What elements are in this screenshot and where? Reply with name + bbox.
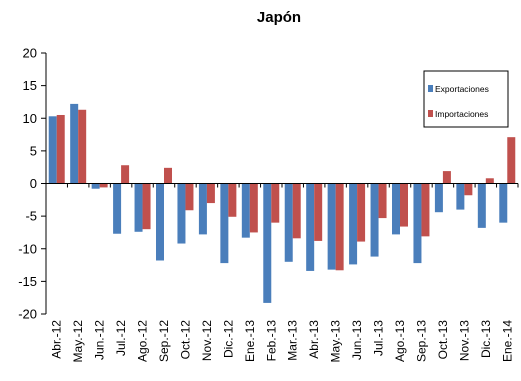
bar-importaciones-12 xyxy=(314,183,323,241)
bar-importaciones-19 xyxy=(464,183,473,196)
bar-importaciones-8 xyxy=(228,183,237,217)
x-tick-label: Ago.-12 xyxy=(136,320,150,362)
bar-exportaciones-17 xyxy=(413,183,422,264)
bar-importaciones-9 xyxy=(249,183,258,233)
bar-exportaciones-2 xyxy=(91,183,100,189)
bar-exportaciones-3 xyxy=(113,183,122,234)
bar-exportaciones-12 xyxy=(306,183,315,271)
y-tick-label: 5 xyxy=(30,143,37,158)
y-tick-label: 20 xyxy=(23,46,37,61)
bar-importaciones-15 xyxy=(378,183,387,219)
y-tick-label: 0 xyxy=(30,176,37,191)
chart-title: Japón xyxy=(257,9,301,26)
bar-importaciones-13 xyxy=(335,183,344,271)
y-tick-label: -5 xyxy=(25,209,37,224)
bar-importaciones-21 xyxy=(507,137,516,184)
x-tick-label: Nov.-12 xyxy=(200,320,214,361)
bar-exportaciones-0 xyxy=(48,116,57,184)
bar-exportaciones-14 xyxy=(349,183,358,265)
x-tick-label: Jul.-12 xyxy=(114,320,128,356)
bar-importaciones-17 xyxy=(421,183,430,237)
legend-label-exportaciones: Exportaciones xyxy=(435,84,489,94)
y-tick-label: -20 xyxy=(18,307,37,322)
x-tick-label: May.-13 xyxy=(329,320,343,363)
x-tick-label: Mar.-13 xyxy=(286,320,300,361)
x-tick-label: Ago.-13 xyxy=(393,320,407,362)
bar-importaciones-10 xyxy=(271,183,280,223)
bar-importaciones-16 xyxy=(400,183,408,227)
x-tick-label: Sep.-12 xyxy=(157,320,171,362)
x-tick-label: May.-12 xyxy=(71,320,85,363)
bar-importaciones-11 xyxy=(292,183,301,239)
bar-exportaciones-6 xyxy=(177,183,186,244)
bar-importaciones-3 xyxy=(121,165,130,184)
bar-exportaciones-13 xyxy=(327,183,336,270)
legend-label-importaciones: Importaciones xyxy=(435,109,488,119)
x-tick-label: Jun.-12 xyxy=(93,320,107,360)
y-tick-label: 10 xyxy=(23,111,37,126)
x-tick-label: Oct.-12 xyxy=(178,320,192,360)
legend-swatch-importaciones xyxy=(428,110,433,117)
bar-exportaciones-15 xyxy=(370,183,379,257)
plot-area: -20 -15 -10 -5 0 5 10 15 20 Abr.-12 May.-12 Jun.-12… xyxy=(18,46,519,363)
x-tick-label: Dic.-13 xyxy=(479,320,493,358)
bar-exportaciones-21 xyxy=(499,183,508,223)
bar-exportaciones-4 xyxy=(134,183,143,232)
bar-exportaciones-16 xyxy=(392,183,400,235)
x-tick-label: Ene.-13 xyxy=(243,320,257,362)
bar-importaciones-20 xyxy=(485,178,494,184)
bar-exportaciones-9 xyxy=(241,183,250,238)
x-tick-label: Feb.-13 xyxy=(264,320,278,362)
bar-importaciones-5 xyxy=(164,167,172,184)
y-tick-label: -15 xyxy=(18,274,37,289)
bar-exportaciones-20 xyxy=(477,183,486,228)
x-tick-label: Dic.-12 xyxy=(221,320,235,358)
bar-importaciones-14 xyxy=(357,183,366,242)
bar-exportaciones-8 xyxy=(220,183,229,264)
bar-importaciones-2 xyxy=(99,183,108,188)
y-tick-label: -10 xyxy=(18,241,37,256)
y-tick-label: 15 xyxy=(23,78,37,93)
x-tick-label: Ene.-14 xyxy=(500,320,514,362)
x-tick-label: Jun.-13 xyxy=(350,320,364,360)
bar-importaciones-1 xyxy=(78,109,87,184)
x-tick-label: Oct.-13 xyxy=(436,320,450,360)
bar-exportaciones-18 xyxy=(434,183,443,213)
bar-importaciones-18 xyxy=(442,171,451,184)
bar-importaciones-4 xyxy=(142,183,151,230)
bar-exportaciones-1 xyxy=(70,103,79,184)
bar-exportaciones-5 xyxy=(156,183,164,261)
legend-swatch-exportaciones xyxy=(428,85,433,92)
bar-importaciones-6 xyxy=(185,183,194,211)
bar-importaciones-0 xyxy=(56,114,65,184)
x-tick-label: Jul.-13 xyxy=(372,320,386,356)
bar-exportaciones-10 xyxy=(263,183,272,303)
x-tick-label: Nov.-13 xyxy=(457,320,471,361)
x-tick-label: Abr.-13 xyxy=(307,320,321,359)
bar-exportaciones-19 xyxy=(456,183,465,210)
bar-importaciones-7 xyxy=(206,183,215,204)
bar-exportaciones-11 xyxy=(284,183,293,262)
x-tick-label: Sep.-13 xyxy=(414,320,428,362)
legend-box xyxy=(423,70,509,128)
x-tick-label: Abr.-12 xyxy=(50,320,64,359)
bar-exportaciones-7 xyxy=(198,183,207,235)
legend: Exportaciones Importaciones xyxy=(423,70,509,128)
